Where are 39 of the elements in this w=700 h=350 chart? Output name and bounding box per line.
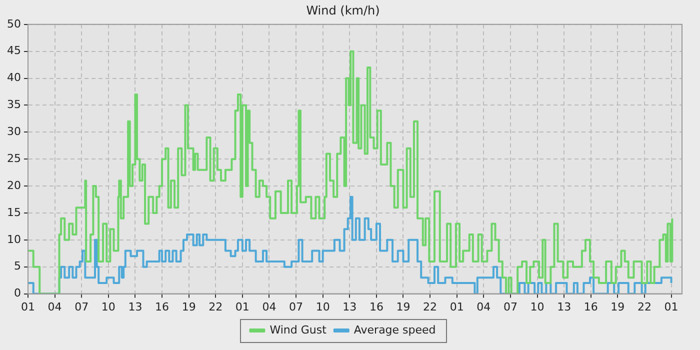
x-tick-label: 07 <box>503 300 518 314</box>
x-tick-label: 13 <box>342 300 357 314</box>
y-tick-label: 35 <box>6 98 21 112</box>
y-tick-label: 30 <box>6 125 21 138</box>
x-tick-label: 10 <box>530 300 544 314</box>
x-tick-label: 19 <box>396 300 410 314</box>
x-tick-label: 07 <box>289 300 304 314</box>
x-tick-label: 04 <box>476 300 491 314</box>
y-tick-label: 50 <box>6 17 21 30</box>
x-tick-label: 16 <box>584 300 598 314</box>
x-tick-label: 10 <box>101 300 116 314</box>
x-tick-label: 22 <box>208 300 223 314</box>
x-tick-label: 16 <box>369 300 384 314</box>
x-tick-label: 01 <box>20 300 35 314</box>
x-tick-label: 04 <box>48 300 62 314</box>
x-tick-label: 19 <box>182 300 196 314</box>
y-tick-label: 45 <box>6 44 21 58</box>
y-tick-label: 0 <box>14 286 21 300</box>
y-tick-label: 10 <box>6 232 21 246</box>
x-tick-label: 13 <box>128 300 142 314</box>
y-tick-label: 20 <box>6 178 21 192</box>
y-tick-label: 15 <box>6 206 21 219</box>
legend-label: Average speed <box>354 323 436 336</box>
chart-title: Wind (km/h) <box>306 3 380 18</box>
y-tick-label: 5 <box>14 260 21 273</box>
legend-label: Wind Gust <box>270 323 328 336</box>
x-tick-label: 01 <box>664 300 678 314</box>
x-tick-label: 22 <box>637 300 652 314</box>
x-tick-label: 19 <box>610 300 625 314</box>
x-tick-label: 10 <box>316 300 330 314</box>
x-tick-label: 07 <box>74 300 89 314</box>
x-tick-label: 01 <box>450 300 464 314</box>
y-tick-label: 40 <box>6 71 21 84</box>
x-tick-label: 22 <box>423 300 438 314</box>
x-tick-label: 16 <box>155 300 170 314</box>
x-tick-label: 13 <box>557 300 572 314</box>
x-tick-label: 01 <box>235 300 250 314</box>
x-tick-label: 04 <box>262 300 276 314</box>
y-tick-label: 25 <box>6 152 21 165</box>
